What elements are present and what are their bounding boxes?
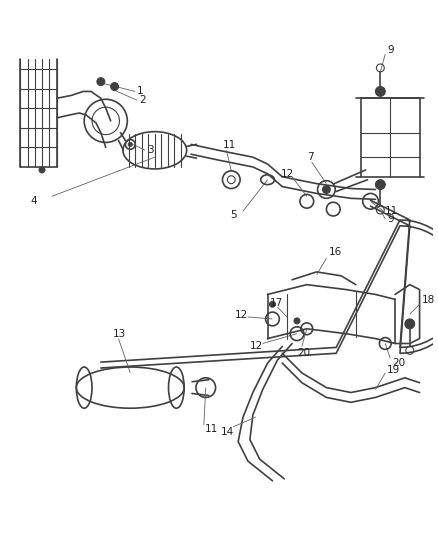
Text: 9: 9 bbox=[386, 45, 393, 55]
Text: 17: 17 bbox=[269, 298, 282, 308]
Text: 11: 11 bbox=[385, 206, 398, 216]
Text: 2: 2 bbox=[139, 95, 145, 106]
Circle shape bbox=[322, 185, 329, 193]
Circle shape bbox=[128, 142, 132, 147]
Text: 11: 11 bbox=[222, 140, 235, 150]
Circle shape bbox=[374, 86, 385, 96]
Text: 12: 12 bbox=[249, 342, 262, 351]
Circle shape bbox=[374, 180, 385, 190]
Text: 12: 12 bbox=[280, 169, 293, 179]
Text: 12: 12 bbox=[235, 310, 248, 320]
Circle shape bbox=[97, 78, 105, 86]
Text: 9: 9 bbox=[386, 214, 393, 224]
Text: 14: 14 bbox=[220, 427, 233, 437]
Text: 4: 4 bbox=[30, 196, 37, 206]
Text: 20: 20 bbox=[297, 348, 309, 358]
Circle shape bbox=[39, 167, 45, 173]
Circle shape bbox=[110, 83, 118, 91]
Text: 7: 7 bbox=[306, 152, 313, 162]
Text: 19: 19 bbox=[386, 365, 399, 375]
Text: 16: 16 bbox=[328, 247, 341, 257]
Text: 20: 20 bbox=[391, 358, 404, 368]
Circle shape bbox=[269, 301, 275, 307]
Circle shape bbox=[293, 318, 299, 324]
Text: 5: 5 bbox=[230, 210, 237, 220]
Text: 1: 1 bbox=[137, 86, 143, 96]
Circle shape bbox=[404, 319, 414, 329]
Text: 18: 18 bbox=[420, 295, 434, 305]
Text: 3: 3 bbox=[147, 146, 153, 155]
Text: 11: 11 bbox=[205, 424, 218, 434]
Text: 13: 13 bbox=[113, 329, 126, 338]
